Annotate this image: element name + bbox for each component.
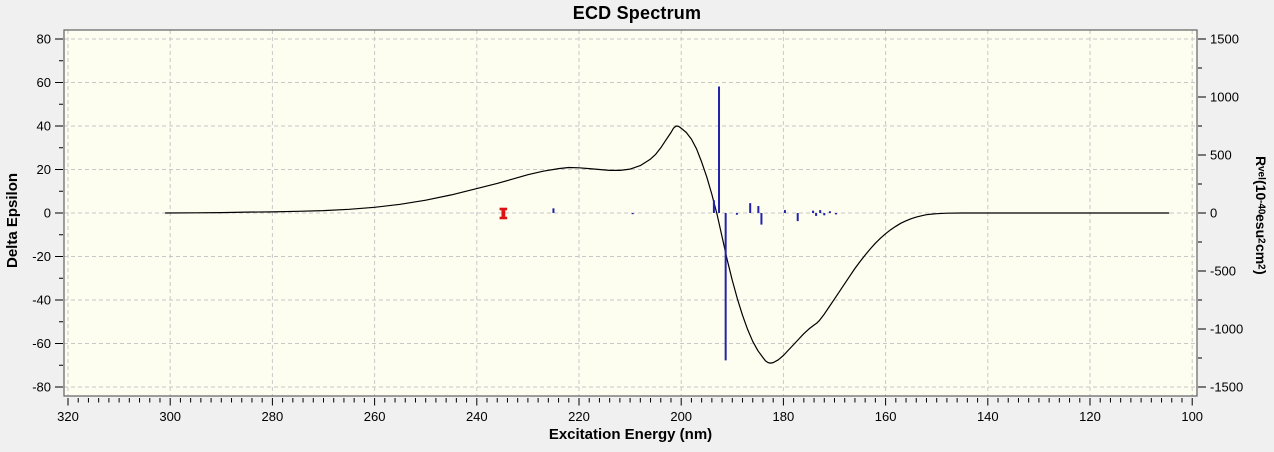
reference-marker — [499, 207, 508, 220]
y-tick-label: 40 — [37, 119, 51, 134]
y2-tick-label: 500 — [1210, 148, 1232, 163]
x-tick-label: 300 — [159, 409, 181, 424]
x-tick-label: 180 — [773, 409, 795, 424]
y2-tick-label: 0 — [1210, 206, 1217, 221]
y-tick-label: -20 — [32, 249, 51, 264]
y2-tick-label: 1500 — [1210, 32, 1239, 47]
x-tick-label: 160 — [875, 409, 897, 424]
chart-title: ECD Spectrum — [572, 3, 702, 23]
x-tick-label: 220 — [568, 409, 590, 424]
x-axis-title: Excitation Energy (nm) — [548, 426, 713, 443]
right-axis-ticks: 1500 1000 500 0 -500 -1000 -1500 — [1198, 32, 1243, 395]
x-tick-label: 100 — [1181, 409, 1203, 424]
y2-tick-label: 1000 — [1210, 90, 1239, 105]
y-tick-label: -80 — [32, 380, 51, 395]
ecd-spectrum-curve — [165, 125, 1170, 364]
x-tick-label: 140 — [977, 409, 999, 424]
y-tick-label: 80 — [37, 32, 51, 47]
y2-tick-label: -500 — [1210, 264, 1236, 279]
y-tick-label: 20 — [37, 162, 51, 177]
y-tick-label: -60 — [32, 336, 51, 351]
y-tick-label: -40 — [32, 293, 51, 308]
x-tick-label: 260 — [364, 409, 386, 424]
y2-tick-label: -1500 — [1210, 380, 1243, 395]
y-tick-label: 0 — [44, 206, 51, 221]
y-tick-label: 60 — [37, 75, 51, 90]
plot-frame — [63, 29, 1198, 397]
left-axis-ticks: 80 60 40 20 0 -20 -40 -60 -80 — [32, 32, 63, 395]
rotatory-strength-bars — [552, 86, 838, 361]
x-tick-label: 320 — [57, 409, 79, 424]
y2-tick-label: -1000 — [1210, 322, 1243, 337]
x-axis-ticks: 320 300 280 260 240 220 200 180 160 140 120 100 — [57, 398, 1203, 424]
x-tick-label: 120 — [1079, 409, 1101, 424]
x-tick-label: 280 — [262, 409, 284, 424]
x-tick-label: 240 — [466, 409, 488, 424]
x-tick-label: 200 — [670, 409, 692, 424]
